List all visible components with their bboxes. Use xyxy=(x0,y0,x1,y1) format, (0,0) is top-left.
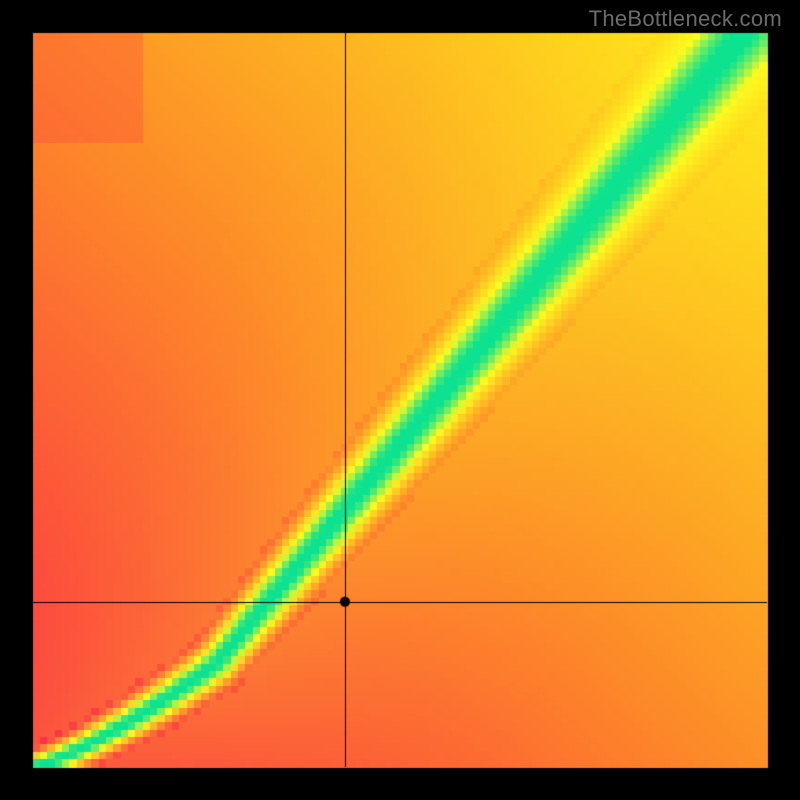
bottleneck-heatmap xyxy=(0,0,800,800)
watermark-text: TheBottleneck.com xyxy=(589,6,782,32)
chart-container: TheBottleneck.com xyxy=(0,0,800,800)
